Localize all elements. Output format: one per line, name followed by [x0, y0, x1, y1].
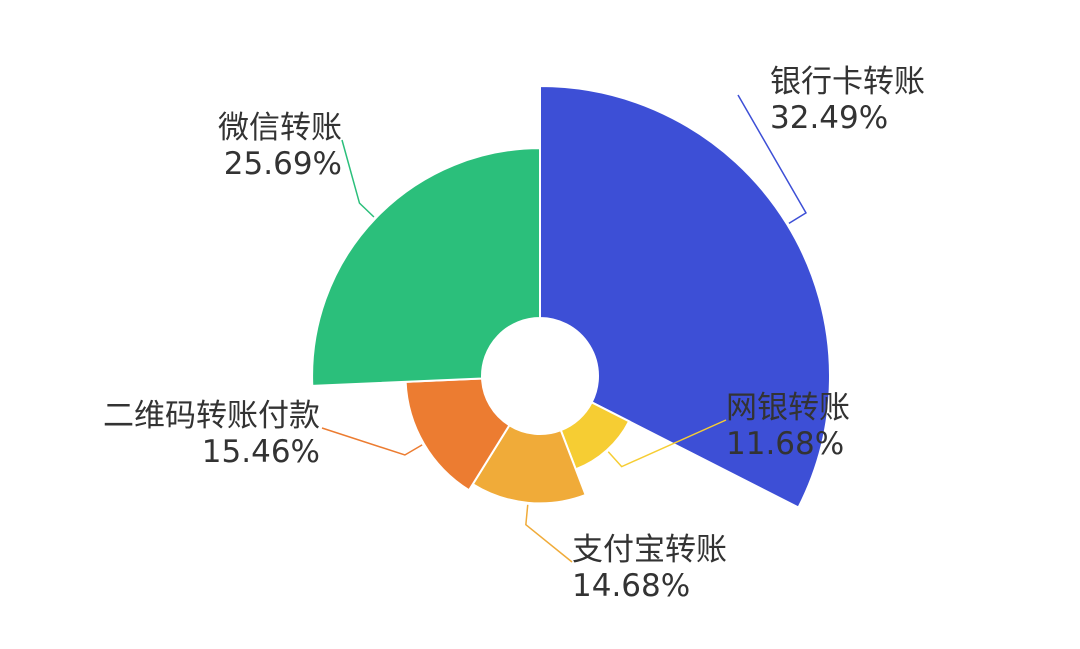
slice-percent-wechat: 25.69%: [224, 146, 342, 182]
slice-percent-qrcode: 15.46%: [202, 434, 320, 470]
slice-percent-bank-card: 32.49%: [770, 100, 888, 136]
label-group: 银行卡转账 32.49% 网银转账 11.68% 支付宝转账 14.68% 二维…: [103, 64, 925, 604]
leader-line-qrcode: [321, 427, 423, 456]
slice-bank-card: [539, 84, 831, 509]
slice-label-wechat: 微信转账: [218, 110, 342, 146]
slice-wechat: [311, 147, 541, 387]
leader-line-online-bank: [607, 419, 727, 468]
slice-label-online-bank: 网银转账: [726, 390, 850, 426]
leader-line-bank-card: [737, 94, 807, 224]
leader-line-group: [321, 94, 807, 563]
slice-percent-online-bank: 11.68%: [726, 426, 844, 462]
slice-label-alipay: 支付宝转账: [572, 532, 727, 568]
leader-line-alipay: [525, 504, 573, 563]
slice-label-bank-card: 银行卡转账: [770, 64, 925, 100]
slice-group: [311, 84, 831, 509]
slice-percent-alipay: 14.68%: [572, 568, 690, 604]
slice-qrcode: [404, 377, 511, 492]
slice-label-qrcode: 二维码转账付款: [103, 398, 320, 434]
leader-line-wechat: [341, 139, 375, 218]
